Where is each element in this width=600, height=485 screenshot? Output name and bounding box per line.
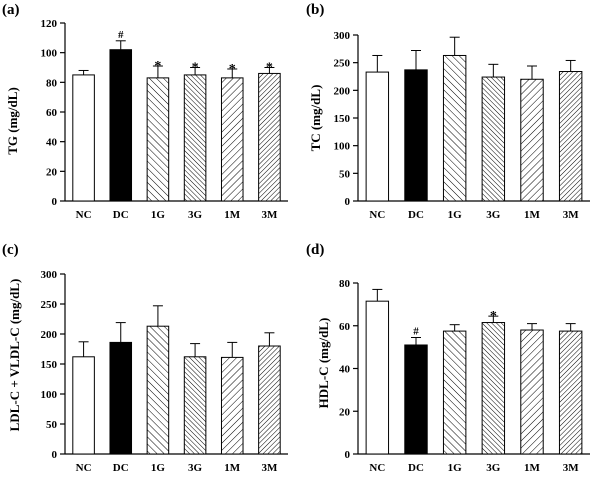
x-tick-label: 3M — [563, 209, 580, 221]
significance-marker: * — [154, 59, 161, 74]
y-tick-label: 80 — [46, 77, 58, 89]
significance-marker: * — [192, 61, 199, 76]
x-tick-label: NC — [76, 462, 92, 474]
bar-nc — [72, 74, 95, 202]
bar-1g — [146, 77, 170, 202]
panel-label-c: (c) — [2, 242, 19, 258]
bar-dc — [109, 49, 133, 202]
significance-marker: # — [413, 326, 419, 338]
x-tick-label: 3M — [261, 462, 278, 474]
x-tick-label: DC — [408, 462, 424, 474]
panel-ldl: (c) LDL-C + VLDL-C (mg/dL) 0 50 100 150 200 2… — [2, 242, 288, 474]
x-tick-label: 3M — [563, 462, 580, 474]
y-tick-label: 0 — [52, 449, 58, 461]
bar-1g — [442, 54, 467, 202]
x-tick-label: 3G — [486, 462, 501, 474]
y-tick-label: 200 — [334, 85, 351, 97]
bar-3m — [558, 71, 583, 202]
y-tick-label: 300 — [334, 30, 351, 42]
y-tick-label: 150 — [41, 359, 58, 371]
y-tick-label: 60 — [46, 107, 58, 119]
y-tick-label: 100 — [41, 48, 58, 60]
x-tick-label: NC — [76, 209, 92, 221]
bar-1m — [220, 356, 244, 455]
panel-tc: (b) TC (mg/dL) 0 50 100 150 200 250 300 NC DC 1G 3… — [306, 2, 590, 221]
x-tick-label: 1M — [524, 209, 541, 221]
bar-3g — [183, 356, 207, 455]
x-tick-label: 3G — [188, 209, 203, 221]
x-tick-label: 1M — [224, 209, 241, 221]
x-tick-label: NC — [369, 462, 385, 474]
y-tick-label: 0 — [52, 196, 58, 208]
bars-hdl: 0 20 40 60 80 NC DC #1G 3G * 1M 3M — [339, 278, 590, 474]
y-tick-label: 250 — [334, 58, 351, 70]
bar-3g — [481, 76, 506, 202]
bar-3g — [481, 322, 506, 455]
y-axis-title-tg: TG (mg/dL) — [5, 87, 20, 155]
significance-marker: * — [490, 309, 497, 324]
significance-marker: * — [229, 62, 236, 77]
panel-tg: (a) TG (mg/dL) 0 20 40 60 80 100 120 NC DC #1G * 3G… — [2, 2, 288, 221]
y-tick-label: 300 — [41, 269, 58, 281]
bar-1g — [146, 325, 170, 455]
bar-1m — [520, 329, 544, 455]
y-tick-label: 20 — [46, 166, 58, 178]
y-tick-label: 100 — [41, 389, 58, 401]
x-tick-label: DC — [408, 209, 424, 221]
y-tick-label: 120 — [41, 18, 58, 30]
significance-marker: * — [266, 61, 273, 76]
bars-ldl: 0 50 100 150 200 250 300 NC DC 1G 3G 1M 3M — [41, 269, 288, 474]
y-tick-label: 20 — [339, 406, 351, 418]
x-tick-label: DC — [113, 462, 129, 474]
x-tick-label: 1G — [151, 209, 166, 221]
panel-label-b: (b) — [306, 2, 324, 18]
x-tick-label: 3G — [486, 209, 501, 221]
y-axis-title-tc: TC (mg/dL) — [308, 85, 323, 152]
x-tick-label: 1G — [448, 209, 463, 221]
x-tick-label: 3G — [188, 462, 203, 474]
y-tick-label: 0 — [345, 196, 351, 208]
y-tick-label: 80 — [339, 278, 351, 290]
x-tick-label: 1G — [448, 462, 463, 474]
panel-label-a: (a) — [2, 2, 20, 18]
y-axis-title-hdl: HDL-C (mg/dL) — [316, 318, 331, 409]
x-tick-label: 1G — [151, 462, 166, 474]
bar-3m — [558, 330, 583, 455]
bar-3m — [258, 72, 281, 202]
bar-1m — [520, 78, 544, 202]
x-tick-label: DC — [113, 209, 129, 221]
y-tick-label: 50 — [339, 168, 351, 180]
x-tick-label: 3M — [261, 209, 278, 221]
y-axis-title-ldl: LDL-C + VLDL-C (mg/dL) — [7, 279, 22, 432]
x-tick-label: 1M — [224, 462, 241, 474]
y-tick-label: 60 — [339, 321, 351, 333]
bar-nc — [365, 300, 390, 455]
bar-dc — [404, 69, 428, 202]
y-tick-label: 40 — [46, 137, 58, 149]
y-tick-label: 100 — [334, 141, 351, 153]
y-tick-label: 250 — [41, 299, 58, 311]
bars-tc: 0 50 100 150 200 250 300 NC DC 1G 3G 1M 3M — [334, 30, 590, 221]
y-tick-label: 200 — [41, 329, 58, 341]
y-tick-label: 50 — [46, 419, 58, 431]
bar-dc — [404, 344, 428, 455]
bar-dc — [109, 341, 133, 455]
x-tick-label: 1M — [524, 462, 541, 474]
y-tick-label: 0 — [345, 449, 351, 461]
panel-label-d: (d) — [306, 242, 324, 258]
y-tick-label: 150 — [334, 113, 351, 125]
bar-1g — [442, 330, 467, 455]
bar-nc — [72, 356, 95, 455]
y-tick-label: 40 — [339, 364, 351, 376]
x-tick-label: NC — [369, 209, 385, 221]
bars-tg: 0 20 40 60 80 100 120 NC DC #1G * 3G * 1M * 3M * — [41, 18, 288, 221]
bar-nc — [365, 71, 390, 202]
significance-marker: # — [118, 29, 124, 41]
bar-3g — [183, 74, 207, 202]
panel-hdl: (d) HDL-C (mg/dL) 0 20 40 60 80 NC DC #1G 3G * 1M 3… — [306, 242, 590, 474]
bar-1m — [220, 77, 244, 202]
bar-3m — [258, 345, 281, 455]
